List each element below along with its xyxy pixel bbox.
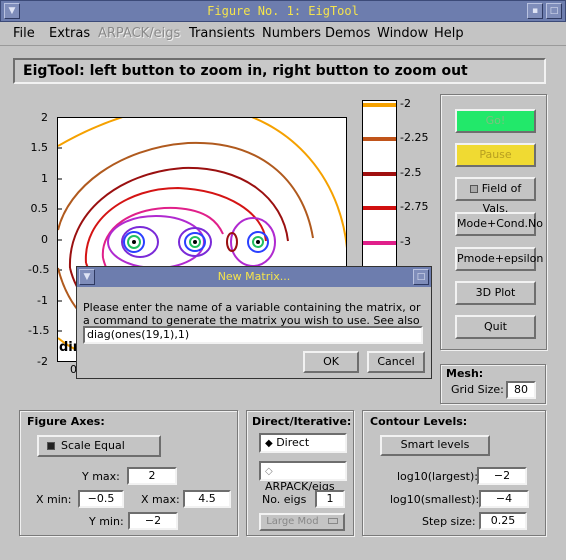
y-tick: -2 (37, 355, 48, 368)
figure-axes-panel: Figure Axes: Scale Equal Y max: 2 X min:… (19, 410, 238, 536)
smart-levels-button[interactable]: Smart levels (380, 435, 490, 456)
dialog-title: New Matrix... (217, 270, 291, 283)
contour-levels-panel: Contour Levels: Smart levels log10(large… (362, 410, 546, 536)
dialog-maximize-button[interactable]: □ (413, 269, 429, 285)
field-of-values-toggle[interactable]: Field of Vals. (455, 177, 536, 215)
colorbar-level (363, 137, 396, 141)
grid-size-input[interactable]: 80 (506, 381, 536, 399)
dialog-titlebar[interactable]: ▼ New Matrix... □ (77, 267, 431, 287)
log-smallest-input[interactable]: −4 (479, 490, 529, 508)
figure-axes-title: Figure Axes: (27, 415, 105, 428)
step-size-label: Step size: (422, 515, 476, 528)
log-smallest-label: log10(smallest): (390, 493, 480, 506)
ymax-label: Y max: (82, 470, 120, 483)
radio-selected-icon: ◆ (265, 438, 273, 449)
step-size-input[interactable]: 0.25 (479, 512, 527, 530)
menu-arpack[interactable]: ARPACK/eigs (98, 26, 181, 41)
y-tick: -1 (37, 294, 48, 307)
ymax-input[interactable]: 2 (127, 467, 177, 485)
menu-extras[interactable]: Extras (49, 26, 91, 41)
window-titlebar[interactable]: ▼ Figure No. 1: EigTool ▪ □ (0, 0, 566, 22)
y-tick: 0.5 (30, 202, 49, 215)
radio-unselected-icon: ◇ (265, 466, 273, 477)
window-menu-icon: ▼ (8, 6, 16, 16)
minimize-icon: ▪ (531, 6, 539, 16)
menu-transients[interactable]: Transients (189, 26, 256, 41)
quit-button[interactable]: Quit (455, 315, 536, 339)
maximize-icon: □ (416, 272, 426, 282)
banner-text: EigTool: left button to zoom in, right b… (23, 63, 468, 79)
colorbar-label: -2.75 (400, 200, 429, 213)
direct-iterative-title: Direct/Iterative: (252, 415, 352, 428)
direct-radio[interactable]: ◆ Direct (259, 433, 347, 453)
colorbar-label: -2.25 (400, 131, 429, 144)
instruction-banner: EigTool: left button to zoom in, right b… (13, 58, 546, 84)
window-title: Figure No. 1: EigTool (207, 4, 359, 18)
colorbar-level (363, 206, 396, 210)
ok-button[interactable]: OK (303, 351, 359, 373)
contour-levels-title: Contour Levels: (370, 415, 468, 428)
colorbar-label: -2 (400, 97, 411, 110)
y-tick: -1.5 (28, 324, 50, 337)
mode-cond-button[interactable]: Mode+Cond.No (455, 212, 543, 236)
mesh-panel: Mesh: Grid Size: 80 (440, 364, 546, 404)
3d-plot-button[interactable]: 3D Plot (455, 281, 536, 305)
ymin-label: Y min: (89, 515, 124, 528)
minimize-button[interactable]: ▪ (527, 3, 543, 19)
menu-demos[interactable]: Demos (325, 26, 371, 41)
controls-panel: Go! Pause Field of Vals. Mode+Cond.No Pm… (440, 94, 547, 350)
xmin-label: X min: (36, 493, 72, 506)
ymin-input[interactable]: −2 (128, 512, 178, 530)
grid-size-label: Grid Size: (451, 383, 504, 396)
window-menu-button[interactable]: ▼ (4, 3, 20, 19)
mesh-title: Mesh: (446, 367, 484, 380)
dialog-menu-icon: ▼ (83, 272, 91, 282)
pause-button[interactable]: Pause (455, 143, 536, 167)
xmin-input[interactable]: −0.5 (78, 490, 124, 508)
hidden-plot-label: dir (59, 340, 80, 355)
new-matrix-dialog: ▼ New Matrix... □ Please enter the name … (76, 266, 432, 379)
large-mod-dropdown[interactable]: Large Mod (259, 513, 345, 531)
dropdown-indicator-icon (327, 518, 338, 524)
direct-iterative-panel: Direct/Iterative: ◆ Direct ◇ ARPACK/eigs… (246, 410, 354, 536)
xmax-input[interactable]: 4.5 (183, 490, 231, 508)
checkbox-icon (469, 185, 478, 193)
pmode-epsilon-button[interactable]: Pmode+epsilon (455, 247, 543, 271)
menu-file[interactable]: File (13, 26, 35, 41)
go-button[interactable]: Go! (455, 109, 536, 133)
log-largest-label: log10(largest): (397, 470, 478, 483)
xmax-label: X max: (141, 493, 180, 506)
menu-numbers[interactable]: Numbers (262, 26, 321, 41)
y-tick: 2 (41, 111, 48, 124)
y-tick: 1.5 (30, 141, 49, 154)
matrix-command-input[interactable]: diag(ones(19,1),1) (83, 326, 423, 344)
scale-equal-toggle[interactable]: Scale Equal (37, 435, 161, 457)
colorbar-label: -2.5 (400, 166, 422, 179)
neigs-input[interactable]: 1 (315, 490, 345, 508)
maximize-icon: □ (549, 6, 559, 16)
colorbar-level (363, 241, 396, 245)
neigs-label: No. eigs (262, 493, 307, 506)
colorbar-label: -3 (400, 235, 411, 248)
colorbar-level (363, 172, 396, 176)
maximize-button[interactable]: □ (546, 3, 562, 19)
arpack-radio[interactable]: ◇ ARPACK/eigs (259, 461, 347, 493)
colorbar-level (363, 103, 396, 107)
dialog-menu-button[interactable]: ▼ (79, 269, 95, 285)
menu-window[interactable]: Window (377, 26, 429, 41)
y-tick: -0.5 (28, 263, 50, 276)
x-tick: 0 (70, 363, 77, 376)
menu-bar: File Extras ARPACK/eigs Transients Numbe… (0, 22, 566, 46)
contour-svg (58, 118, 346, 361)
checkbox-icon (47, 442, 55, 450)
colorbar (362, 100, 397, 270)
y-tick: 0 (41, 233, 48, 246)
log-largest-input[interactable]: −2 (477, 467, 527, 485)
y-tick: 1 (41, 172, 48, 185)
menu-help[interactable]: Help (434, 26, 464, 41)
cancel-button[interactable]: Cancel (367, 351, 425, 373)
